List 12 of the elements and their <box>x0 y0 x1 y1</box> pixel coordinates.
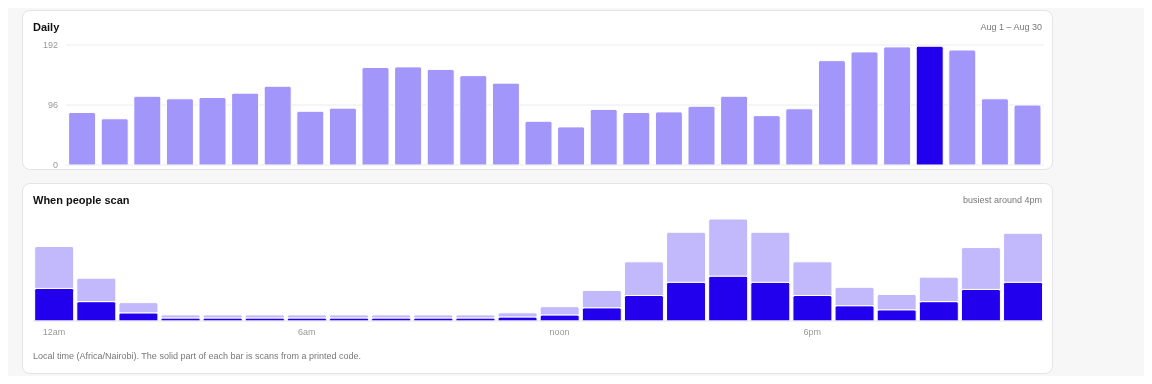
text: Local time (Africa/Nairobi). The solid part of each bar is scans from a printed code. <box>33 351 361 361</box>
y-tick-label: 192 <box>42 40 58 51</box>
x-tick-label: 6am <box>298 327 316 338</box>
x-tick-label: 12am <box>42 327 66 338</box>
x-tick-label: noon <box>549 327 570 338</box>
chart-subtitle: busiest around 4pm <box>962 195 1042 205</box>
y-tick-label: 96 <box>47 100 58 111</box>
chart-title: When people scan <box>33 194 130 206</box>
y-tick-label: 0 <box>52 160 58 171</box>
x-tick-label: 6pm <box>803 327 822 338</box>
chart-title: Daily <box>33 21 60 33</box>
chart-subtitle: Aug 1 – Aug 30 <box>980 22 1042 32</box>
